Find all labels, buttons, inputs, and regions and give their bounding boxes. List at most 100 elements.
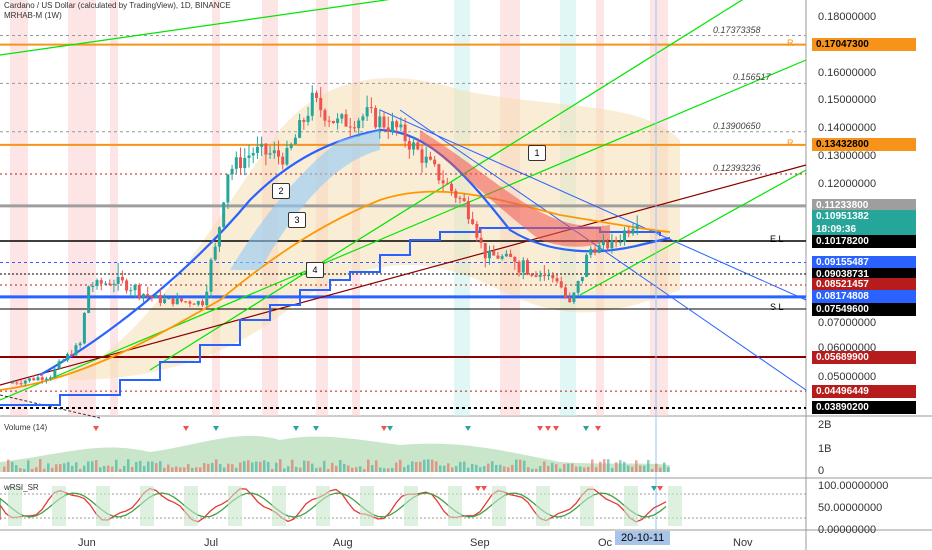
candle-body xyxy=(314,92,318,98)
volume-bar xyxy=(211,462,214,472)
volume-bar xyxy=(323,460,326,472)
volume-bar xyxy=(115,459,118,472)
ema-ribbon-blue xyxy=(230,130,380,270)
volume-bar xyxy=(627,465,630,472)
volume-bar xyxy=(527,467,530,472)
volume-bar xyxy=(387,468,390,472)
candle-body xyxy=(53,368,57,378)
candle-body xyxy=(57,361,61,369)
candle-body xyxy=(192,303,196,305)
level-tag: R xyxy=(787,37,794,48)
candle-body xyxy=(597,245,601,253)
volume-pane-title: Volume (14) xyxy=(4,423,48,432)
candle-body xyxy=(361,116,365,121)
volume-bar xyxy=(519,459,522,472)
callout-2: 2 xyxy=(272,183,290,199)
volume-bar xyxy=(395,462,398,472)
candle-body xyxy=(424,156,428,163)
candle-body xyxy=(108,283,112,285)
candle-body xyxy=(542,275,546,277)
candle-body xyxy=(327,120,331,122)
candle-body xyxy=(458,197,462,199)
candle-body xyxy=(247,155,251,158)
price-label: 0.09038731 xyxy=(812,267,916,281)
candle-body xyxy=(293,137,297,145)
candle-body xyxy=(28,378,32,381)
candle-body xyxy=(154,294,158,298)
volume-bar xyxy=(427,459,430,472)
price-label: 0.07549600 xyxy=(812,302,916,316)
candle-body xyxy=(374,107,378,128)
candle-body xyxy=(547,275,551,277)
indicator-name: MRHAB-M (1W) xyxy=(4,11,62,20)
volume-bar xyxy=(175,466,178,472)
candle-body xyxy=(188,301,192,304)
candle-body xyxy=(179,298,183,302)
candle-body xyxy=(563,287,567,298)
candle-body xyxy=(585,254,589,277)
candle-body xyxy=(184,301,188,303)
candle-body xyxy=(129,290,133,292)
volume-axis-1b: 1B xyxy=(818,443,832,455)
volume-bar xyxy=(223,467,226,472)
volume-bar xyxy=(619,460,622,472)
trendline-dashed xyxy=(0,394,101,419)
volume-bar xyxy=(455,466,458,472)
volume-bar xyxy=(495,464,498,472)
volume-bar xyxy=(335,465,338,472)
candle-body xyxy=(437,164,441,181)
price-axis-tick: 0.15000000 xyxy=(818,94,877,106)
candle-body xyxy=(399,124,403,128)
volume-bar xyxy=(491,461,494,472)
candle-body xyxy=(525,260,529,275)
volume-bar xyxy=(259,461,262,472)
volume-bar xyxy=(507,467,510,472)
candle-body xyxy=(217,227,221,247)
volume-bar xyxy=(95,460,98,472)
volume-bar xyxy=(3,466,6,472)
rsi-zone xyxy=(580,486,594,526)
volume-bar xyxy=(31,468,34,472)
volume-bar xyxy=(275,462,278,472)
candle-body xyxy=(348,126,352,128)
volume-bar xyxy=(59,464,62,472)
candle-body xyxy=(158,294,162,303)
volume-marker-10 xyxy=(553,426,559,431)
price-label: 0.08174808 xyxy=(812,290,916,304)
candle-body xyxy=(196,301,200,305)
volume-bar xyxy=(591,459,594,472)
candle-body xyxy=(78,343,82,346)
candle-body xyxy=(264,143,268,155)
volume-bar xyxy=(407,464,410,472)
candle-body xyxy=(534,275,538,277)
trendline-green-3 xyxy=(149,0,744,371)
volume-bar xyxy=(283,468,286,472)
candle-body xyxy=(610,240,614,249)
shade-band-1 xyxy=(68,0,96,416)
volume-bar xyxy=(659,467,662,472)
callout-3: 3 xyxy=(288,212,306,228)
trendline-blue-1 xyxy=(379,109,807,301)
volume-bar xyxy=(187,464,190,472)
volume-bar xyxy=(571,463,574,472)
volume-bar xyxy=(487,463,490,472)
candle-body xyxy=(407,141,411,150)
price-axis-tick: 0.16000000 xyxy=(818,67,877,79)
shade-band-0 xyxy=(10,0,28,416)
volume-bar xyxy=(667,467,670,472)
date-aug: Aug xyxy=(333,537,353,549)
candle-body xyxy=(70,354,74,356)
price-axis-tick: 0.18000000 xyxy=(818,11,877,23)
candle-body xyxy=(521,260,525,273)
rsi-zone xyxy=(668,486,682,526)
candle-body xyxy=(74,345,78,356)
volume-bar xyxy=(483,466,486,472)
rsi-marker-2 xyxy=(651,486,657,491)
candle-body xyxy=(627,230,631,234)
volume-bar xyxy=(451,467,454,472)
volume-bar xyxy=(75,462,78,472)
volume-bar xyxy=(207,463,210,472)
volume-marker-3 xyxy=(293,426,299,431)
volume-area xyxy=(0,435,670,472)
